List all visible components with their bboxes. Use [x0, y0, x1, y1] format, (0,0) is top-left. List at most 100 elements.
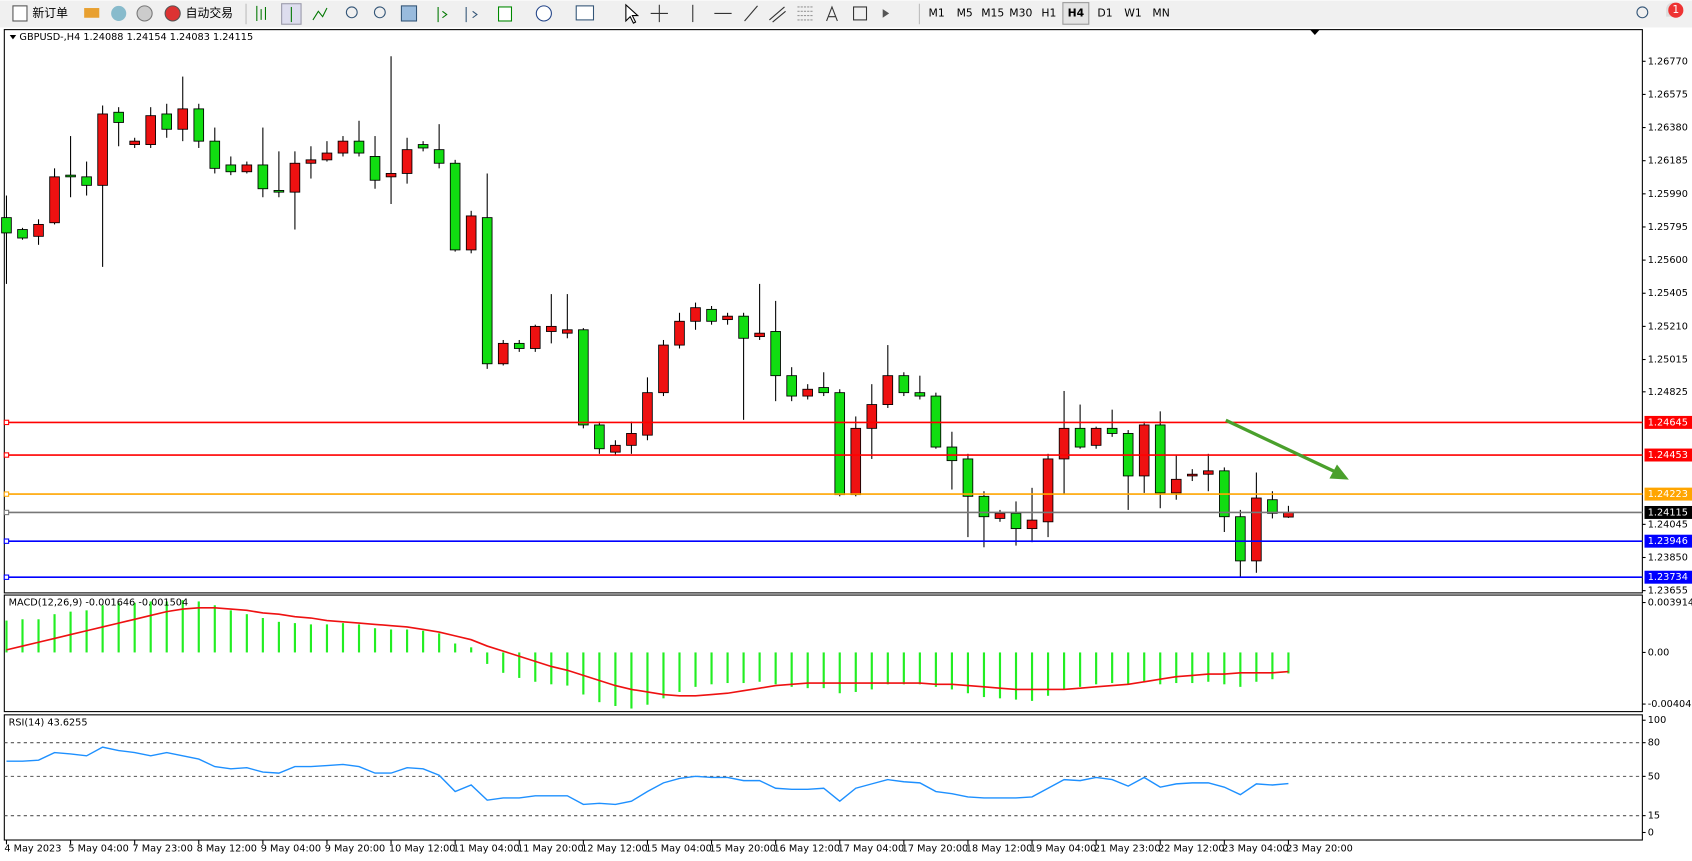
tool-icon[interactable] — [136, 5, 153, 22]
main-header: GBPUSD-,H4 1.24088 1.24154 1.24083 1.241… — [19, 32, 253, 43]
auto-trade-icon[interactable] — [164, 5, 181, 22]
last-high: 1.24154 — [127, 32, 167, 43]
timeframe-button[interactable]: M30 — [1009, 6, 1032, 19]
price-label-bg — [1644, 534, 1692, 548]
timeframes: M1 M5 M15 M30 H1 H4 D1 W1 MN — [929, 6, 1170, 19]
candle-body — [305, 159, 317, 164]
x-tick-label: 18 May 12:00 — [966, 844, 1033, 855]
timeframe-button[interactable]: H1 — [1041, 6, 1056, 19]
timeframe-button[interactable]: MN — [1152, 6, 1169, 19]
timeframe-button[interactable]: H4 — [1068, 6, 1085, 19]
zoom-in-icon[interactable] — [345, 6, 358, 19]
search-icon[interactable] — [1636, 6, 1649, 19]
price-line-handle — [3, 419, 10, 426]
notification-count: 1 — [1672, 3, 1679, 16]
candle-body — [738, 315, 749, 339]
main-panel — [3, 29, 1643, 594]
y-tick-label: 1.26380 — [1648, 123, 1688, 134]
timeframe-selected-bg — [1062, 2, 1090, 25]
crosshair-icon[interactable] — [650, 4, 668, 23]
y-tick-label: 80 — [1648, 738, 1660, 749]
x-tick-label: 16 May 12:00 — [773, 844, 840, 855]
scroll-icon[interactable] — [437, 6, 448, 23]
candle-body — [193, 108, 205, 142]
price-label: 1.23946 — [1648, 536, 1688, 547]
x-tick-label: 8 May 12:00 — [197, 844, 257, 855]
price-label-bg — [1644, 448, 1692, 462]
y-tick-label: 1.25990 — [1648, 189, 1688, 200]
cursor-icon[interactable] — [625, 3, 640, 24]
candle-body — [177, 108, 189, 130]
period-icon[interactable] — [535, 5, 552, 22]
y-tick-label: -0.004049 — [1648, 699, 1692, 710]
rsi-title: RSI(14) — [9, 717, 45, 728]
candle-body — [1042, 458, 1054, 523]
notification-badge[interactable] — [1668, 2, 1684, 18]
y-tick-label: 1.24825 — [1648, 387, 1688, 398]
indicator-icon[interactable] — [497, 6, 513, 22]
timeframe-button[interactable]: M5 — [957, 6, 973, 19]
price-line-handle — [3, 509, 10, 516]
rsi-header: RSI(14) 43.6255 — [9, 717, 88, 728]
fibo-icon[interactable] — [797, 6, 813, 21]
text-icon[interactable] — [826, 5, 838, 22]
tool-icon[interactable] — [84, 8, 100, 18]
price-label-bg — [1644, 505, 1692, 519]
tile-icon[interactable] — [400, 5, 418, 22]
x-tick-label: 4 May 2023 — [4, 844, 61, 855]
x-tick-label: 23 May 04:00 — [1222, 844, 1289, 855]
zoom-out-icon[interactable] — [373, 6, 386, 19]
x-tick-label: 22 May 12:00 — [1158, 844, 1225, 855]
candle-body — [289, 162, 301, 193]
shift-marker — [1310, 29, 1320, 36]
label-icon[interactable] — [853, 6, 868, 21]
auto-trade-button[interactable]: 自动交易 — [186, 6, 233, 20]
x-tick-label: 17 May 20:00 — [902, 844, 969, 855]
y-tick-label: 1.25795 — [1648, 222, 1688, 233]
timeframe-button[interactable]: M15 — [981, 6, 1004, 19]
trendline-icon[interactable] — [744, 5, 758, 22]
candle-body — [1, 217, 12, 234]
macd-last: -0.001646 — [85, 598, 135, 609]
candle-body — [321, 152, 333, 161]
price-label-bg — [1644, 415, 1692, 429]
channel-icon[interactable] — [769, 6, 786, 23]
timeframe-button[interactable]: W1 — [1124, 6, 1142, 19]
candle-body — [882, 375, 894, 405]
timeframe-button[interactable]: D1 — [1097, 6, 1112, 19]
x-tick-label: 23 May 20:00 — [1286, 844, 1353, 855]
line-icon[interactable] — [312, 7, 328, 21]
y-tick-label: 1.26575 — [1648, 89, 1688, 100]
chart-layer: 1.26770 1.26575 1.26380 1.26185 1.25990 1.257… — [1, 56, 1692, 855]
candle-body — [562, 329, 573, 334]
candle-body — [594, 424, 605, 450]
x-tick-label: 9 May 04:00 — [261, 844, 321, 855]
bar-chart-icon[interactable] — [256, 5, 266, 21]
tool-icon[interactable] — [111, 5, 127, 21]
template-icon[interactable] — [575, 5, 595, 21]
candle-body — [946, 446, 958, 462]
candle-body — [546, 325, 557, 332]
timeframe-button[interactable]: M1 — [929, 6, 945, 19]
candle-body — [1154, 424, 1166, 494]
y-tick-label: 1.25015 — [1648, 355, 1688, 366]
candle-body — [642, 392, 653, 436]
new-order-button[interactable]: 新订单 — [32, 6, 68, 20]
candle-body — [113, 111, 124, 123]
candle-body — [754, 332, 765, 338]
new-order-icon[interactable] — [12, 5, 28, 22]
x-tick-label: 11 May 20:00 — [517, 844, 584, 855]
shift-icon[interactable] — [465, 6, 478, 23]
macd-title: MACD(12,26,9) — [9, 598, 83, 609]
x-tick-label: 7 May 23:00 — [133, 844, 193, 855]
candle-body — [770, 331, 781, 377]
y-tick-label: 15 — [1648, 811, 1660, 822]
candle-body — [850, 427, 862, 496]
candle-body — [513, 342, 525, 349]
arrows-icon[interactable] — [882, 9, 890, 18]
candle-body — [690, 307, 701, 322]
x-tick-label: 12 May 12:00 — [581, 844, 648, 855]
price-label: 1.24645 — [1648, 417, 1688, 428]
candle-body — [481, 217, 493, 365]
candle-body — [529, 325, 541, 349]
